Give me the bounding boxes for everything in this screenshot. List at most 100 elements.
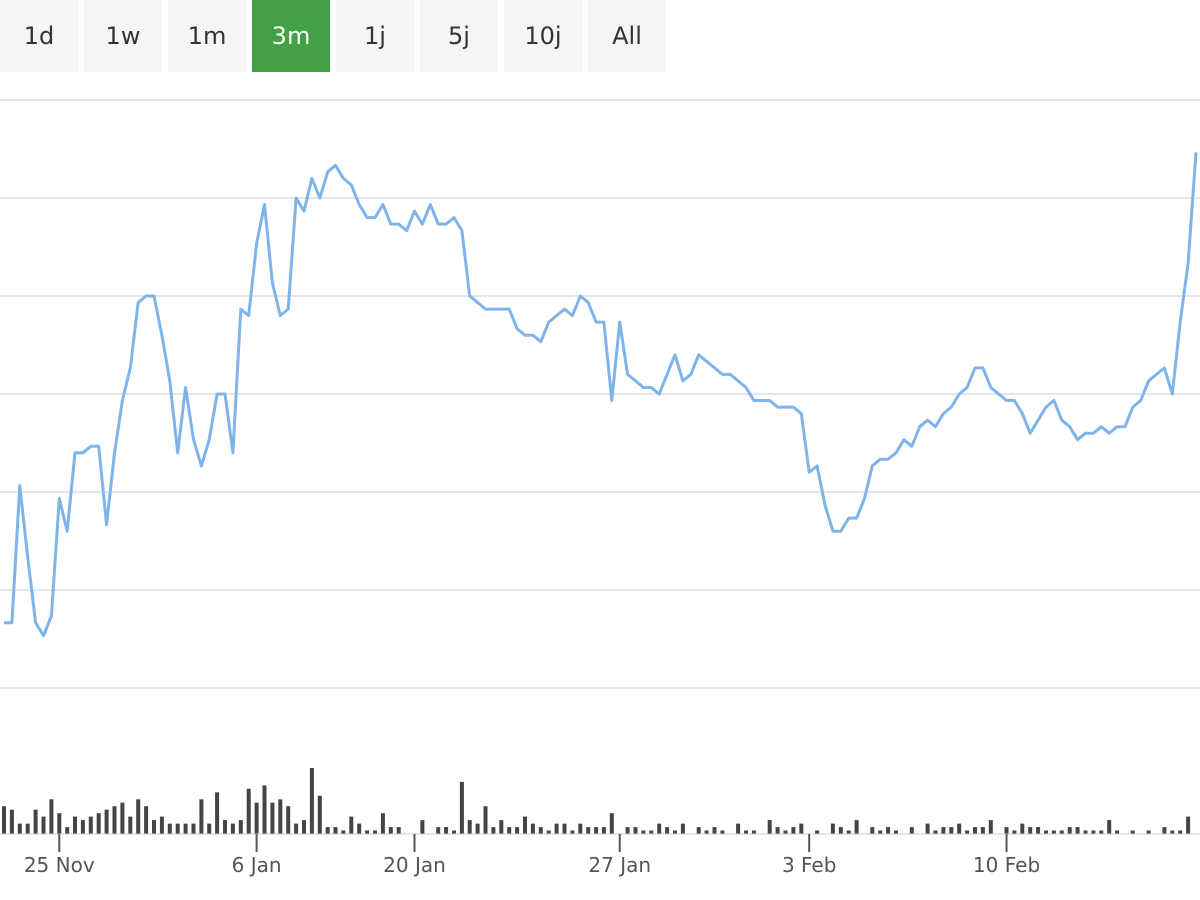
volume-bar	[199, 799, 204, 834]
volume-bar	[238, 820, 243, 834]
volume-bar	[625, 827, 630, 834]
volume-bar	[49, 799, 54, 834]
volume-bar	[1044, 830, 1048, 834]
volume-bar	[467, 820, 472, 834]
volume-bar	[830, 823, 835, 834]
volume-bar	[80, 820, 85, 834]
volume-bar	[459, 781, 464, 834]
range-button-1j[interactable]: 1j	[336, 0, 414, 72]
volume-bar	[578, 823, 583, 834]
volume-bar	[562, 823, 567, 834]
volume-bar	[736, 823, 741, 834]
x-tick-label: 3 Feb	[782, 853, 837, 877]
volume-bar	[791, 827, 796, 834]
volume-bar	[41, 816, 46, 834]
volume-bar	[159, 816, 164, 834]
volume-bar	[949, 827, 954, 834]
volume-bar	[254, 802, 259, 834]
volume-bar	[57, 813, 62, 834]
volume-bar	[878, 830, 883, 834]
volume-bar	[1186, 816, 1191, 834]
volume-bar	[341, 830, 346, 834]
volume-bar	[1091, 830, 1096, 834]
volume-bar	[215, 792, 220, 834]
volume-bar	[1178, 830, 1183, 834]
volume-bar	[9, 809, 14, 834]
volume-bar	[396, 827, 401, 834]
volume-bar	[246, 788, 251, 834]
volume-bar	[1020, 823, 1025, 834]
volume-bar	[712, 827, 717, 834]
x-tick-label: 27 Jan	[588, 853, 651, 877]
x-axis-ticks: 25 Nov 6 Jan 20 Jan 27 Jan 3 Feb 10 Feb	[24, 834, 1040, 877]
volume-bar	[373, 830, 377, 834]
volume-bar	[175, 823, 180, 834]
volume-bar	[357, 823, 362, 834]
range-button-1w[interactable]: 1w	[84, 0, 162, 72]
volume-bar	[744, 830, 748, 834]
volume-bar	[886, 827, 891, 834]
volume-bar	[720, 830, 725, 834]
volume-bar	[1170, 830, 1175, 834]
volume-bar	[767, 820, 772, 834]
volume-bar	[988, 820, 993, 834]
volume-bar	[25, 823, 30, 834]
volume-bar	[262, 785, 267, 834]
price-line	[4, 152, 1198, 638]
volume-bar	[751, 830, 756, 834]
range-button-1d[interactable]: 1d	[0, 0, 78, 72]
volume-bar	[530, 823, 535, 834]
volume-bar	[349, 816, 354, 834]
volume-bar	[965, 830, 970, 834]
volume-bar	[483, 806, 488, 834]
volume-bar	[17, 823, 22, 834]
volume-bar	[436, 827, 441, 834]
volume-bar	[941, 827, 946, 834]
volume-bar	[1099, 830, 1104, 834]
volume-bar	[475, 823, 480, 834]
volume-bar	[538, 827, 543, 834]
volume-bar	[96, 813, 101, 834]
range-button-1m[interactable]: 1m	[168, 0, 246, 72]
x-tick-label: 25 Nov	[24, 853, 95, 877]
volume-bar	[325, 827, 330, 834]
volume-bar	[223, 820, 227, 834]
volume-bar	[854, 820, 859, 834]
volume-bar	[286, 806, 291, 834]
volume-bar	[1051, 830, 1056, 834]
x-tick-label: 10 Feb	[973, 853, 1040, 877]
volume-bar	[933, 830, 938, 834]
volume-bar	[546, 830, 551, 834]
volume-bar	[65, 827, 70, 834]
volume-bar	[499, 820, 504, 834]
volume-bar	[673, 830, 677, 834]
volume-bar	[302, 820, 306, 834]
volume-bar	[380, 813, 385, 834]
volume-bar	[1115, 830, 1120, 834]
range-button-5j[interactable]: 5j	[420, 0, 498, 72]
volume-bar	[270, 802, 275, 834]
volume-bar	[207, 823, 212, 834]
volume-bar	[191, 823, 196, 834]
x-tick-label: 6 Jan	[232, 853, 282, 877]
volume-bar	[649, 830, 654, 834]
volume-bar	[775, 827, 780, 834]
volume-bar	[167, 823, 172, 834]
volume-bar	[909, 827, 914, 834]
volume-bar	[1075, 827, 1080, 834]
volume-bar	[1107, 820, 1112, 834]
volume-bar	[144, 806, 149, 834]
volume-bar	[957, 823, 962, 834]
range-button-10j[interactable]: 10j	[504, 0, 582, 72]
volume-bar	[230, 823, 235, 834]
range-button-3m[interactable]: 3m	[252, 0, 330, 72]
volume-bar	[491, 827, 496, 834]
grid-lines	[0, 99, 1200, 689]
volume-bar	[309, 768, 314, 834]
volume-bar	[665, 827, 670, 834]
volume-bar	[609, 813, 614, 834]
volume-bar	[152, 820, 156, 834]
range-button-all[interactable]: All	[588, 0, 666, 72]
x-tick-label: 20 Jan	[383, 853, 446, 877]
